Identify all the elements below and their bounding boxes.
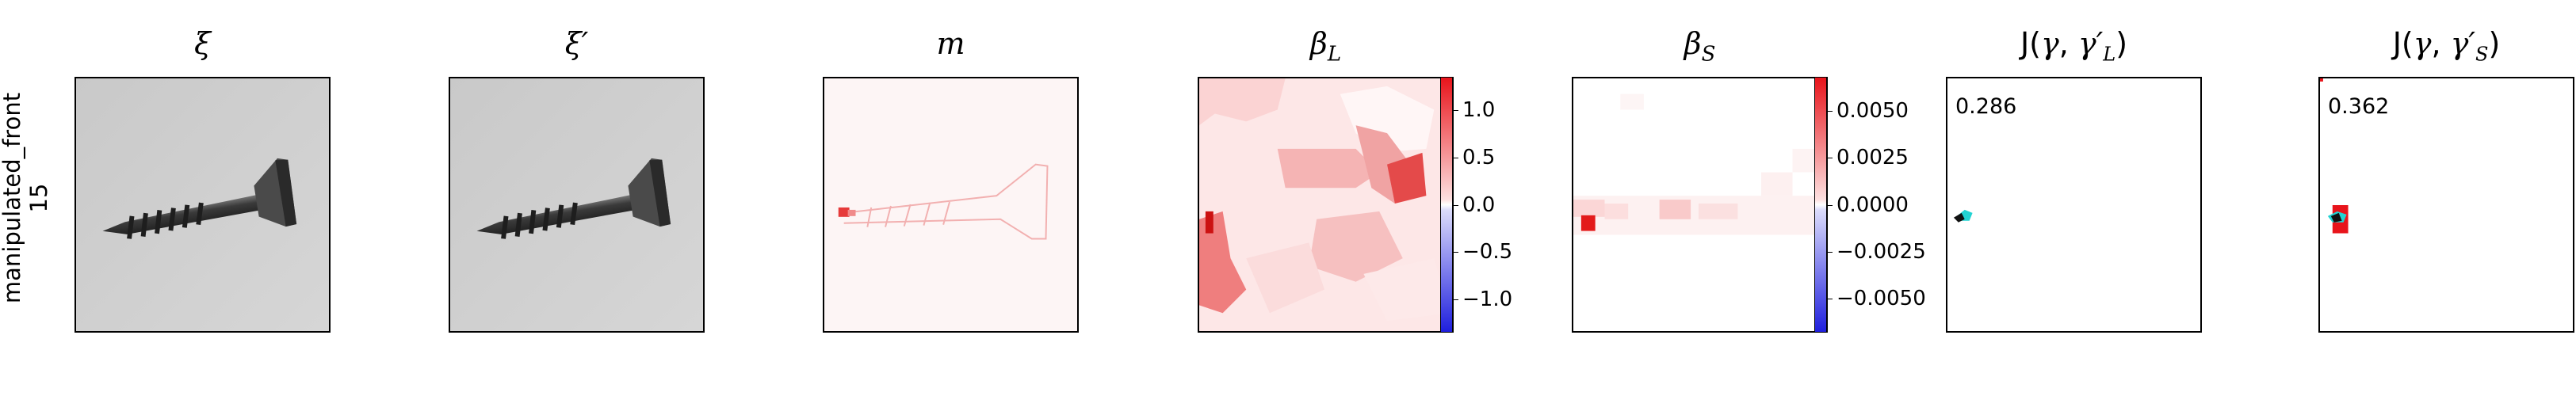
row-label-index: 15 — [25, 183, 52, 213]
row-label-name: manipulated_front — [0, 92, 25, 304]
mask-map — [824, 78, 1077, 331]
colorbar-beta-s — [1814, 77, 1827, 333]
colorbar-beta-l-tick — [1453, 252, 1458, 253]
colorbar-beta-l-tick-label: −0.5 — [1462, 240, 1513, 265]
screw-image — [76, 78, 329, 331]
j-l-overlay — [1953, 209, 1973, 223]
colorbar-beta-s-tick-label: −0.0050 — [1836, 287, 1926, 311]
colorbar-beta-s-tick-label: 0.0050 — [1836, 98, 1909, 123]
colorbar-beta-l-tick — [1453, 204, 1458, 206]
colorbar-beta-s-tick — [1827, 251, 1833, 253]
panel-xi-prime — [449, 77, 705, 333]
colorbar-beta-s-tick — [1827, 110, 1833, 112]
panel-j-l: 0.286 — [1946, 77, 2202, 333]
title-beta-s: βS — [1684, 26, 1716, 67]
colorbar-beta-l-tick — [1453, 109, 1458, 111]
colorbar-beta-s-tick — [1827, 204, 1833, 206]
title-j-s: J(γ, γ′S) — [2392, 26, 2501, 66]
title-xi-prime: ξ′ — [564, 26, 589, 61]
colorbar-beta-l — [1440, 77, 1453, 333]
colorbar-beta-s-tick-label: −0.0025 — [1836, 239, 1926, 264]
colorbar-beta-l-tick-label: −1.0 — [1462, 287, 1513, 312]
title-beta-l: βL — [1309, 26, 1342, 67]
panel-xi — [75, 77, 331, 333]
title-j-l: J(γ, γ′L) — [2020, 26, 2128, 66]
panel-beta-l — [1198, 77, 1454, 333]
colorbar-beta-s-tick-label: 0.0000 — [1836, 192, 1909, 217]
title-m: m — [936, 26, 965, 61]
panel-beta-s — [1572, 77, 1828, 333]
colorbar-beta-l-tick-label: 1.0 — [1462, 97, 1496, 122]
beta-s-map — [1573, 78, 1826, 331]
j-s-overlay — [2320, 78, 2349, 234]
score-j-l: 0.286 — [1955, 94, 2017, 119]
colorbar-beta-s-tick-label: 0.0025 — [1836, 146, 1909, 170]
colorbar-beta-l-tick-label: 0.5 — [1462, 145, 1496, 169]
row-label: manipulated_front 15 — [0, 79, 52, 317]
colorbar-beta-l-tick-label: 0.0 — [1462, 192, 1496, 217]
colorbar-beta-l-tick — [1453, 299, 1458, 301]
screw-image-manipulated — [450, 78, 703, 331]
beta-l-map — [1199, 78, 1452, 331]
panel-m — [823, 77, 1079, 333]
title-xi: ξ — [194, 26, 211, 61]
panel-j-s: 0.362 — [2318, 77, 2574, 333]
score-j-s: 0.362 — [2328, 94, 2390, 119]
